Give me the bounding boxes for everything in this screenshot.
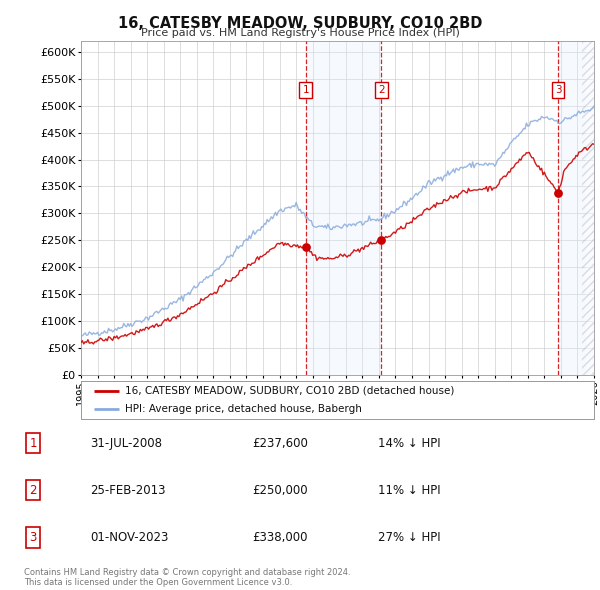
Bar	[306, 41, 382, 375]
Text: 2: 2	[378, 84, 385, 94]
Text: £338,000: £338,000	[252, 531, 308, 544]
Text: 01-NOV-2023: 01-NOV-2023	[90, 531, 169, 544]
Text: 3: 3	[555, 84, 562, 94]
Text: 2: 2	[29, 484, 37, 497]
Text: 25-FEB-2013: 25-FEB-2013	[90, 484, 166, 497]
Bar	[586, 41, 594, 375]
Text: 1: 1	[302, 84, 309, 94]
Text: 16, CATESBY MEADOW, SUDBURY, CO10 2BD: 16, CATESBY MEADOW, SUDBURY, CO10 2BD	[118, 16, 482, 31]
Text: 1: 1	[29, 437, 37, 450]
Point	[301, 242, 311, 251]
Text: £237,600: £237,600	[252, 437, 308, 450]
Text: 14% ↓ HPI: 14% ↓ HPI	[378, 437, 440, 450]
Text: Price paid vs. HM Land Registry's House Price Index (HPI): Price paid vs. HM Land Registry's House …	[140, 28, 460, 38]
Bar	[558, 41, 594, 375]
Point	[553, 188, 563, 198]
Text: 27% ↓ HPI: 27% ↓ HPI	[378, 531, 440, 544]
Text: 11% ↓ HPI: 11% ↓ HPI	[378, 484, 440, 497]
Text: HPI: Average price, detached house, Babergh: HPI: Average price, detached house, Babe…	[125, 404, 361, 414]
Text: 31-JUL-2008: 31-JUL-2008	[90, 437, 162, 450]
Text: 3: 3	[29, 531, 37, 544]
Text: 16, CATESBY MEADOW, SUDBURY, CO10 2BD (detached house): 16, CATESBY MEADOW, SUDBURY, CO10 2BD (d…	[125, 386, 454, 396]
Text: Contains HM Land Registry data © Crown copyright and database right 2024.
This d: Contains HM Land Registry data © Crown c…	[24, 568, 350, 587]
Bar	[583, 41, 594, 375]
Point	[377, 235, 386, 245]
Text: £250,000: £250,000	[252, 484, 308, 497]
